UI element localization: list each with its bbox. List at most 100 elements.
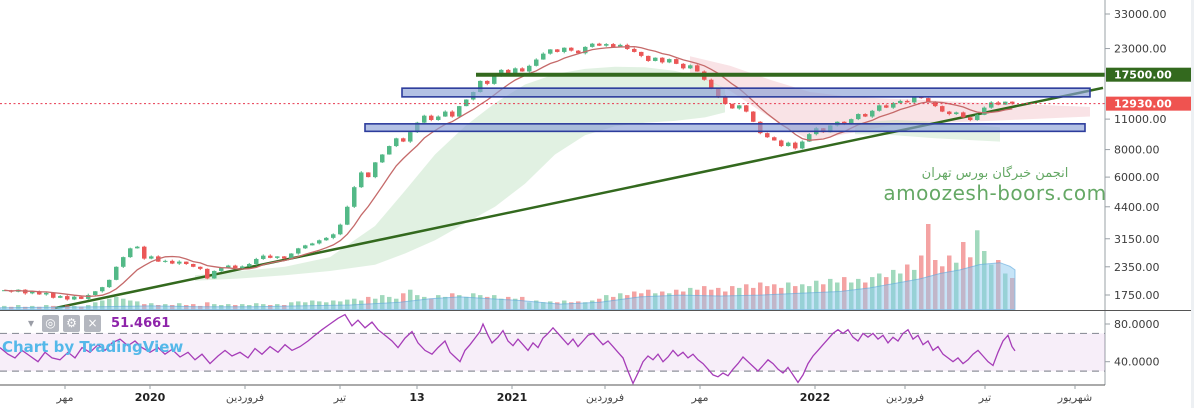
candle-body [30, 291, 35, 294]
candle-body [317, 240, 322, 244]
candle-body [891, 103, 896, 108]
candle-body [933, 101, 938, 107]
candle-body [681, 63, 686, 69]
volume-bar [310, 300, 315, 310]
candle-body [898, 100, 903, 104]
candle-body [968, 117, 973, 120]
candle-body [226, 265, 231, 269]
candle-body [142, 246, 147, 259]
gear-icon[interactable]: ⚙ [63, 314, 81, 332]
candle-body [261, 255, 266, 259]
candle-body [184, 261, 189, 264]
candle-body [793, 142, 798, 149]
volume-ma-area [0, 262, 1016, 310]
candle-body [37, 291, 42, 295]
resistance-price-label-text: 17500.00 [1114, 69, 1172, 82]
candle-body [331, 234, 336, 238]
candle-body [562, 47, 567, 52]
price-tick-label: 1750.00 [1114, 289, 1160, 302]
candle-body [667, 59, 672, 63]
resistance-price-label [1106, 67, 1191, 82]
price-zone[interactable] [364, 123, 1086, 133]
volume-bar [205, 302, 210, 310]
right-edge-strip [1191, 0, 1194, 408]
close-icon[interactable]: × [84, 314, 102, 332]
candle-body [44, 292, 49, 295]
candle-body [170, 260, 175, 264]
candle-body [338, 224, 343, 235]
indicator-value: 51.4661 [111, 315, 171, 331]
candle-body [912, 96, 917, 103]
candle-body [366, 172, 371, 178]
candle-body [506, 69, 511, 74]
candle-body [345, 206, 350, 225]
candle-body [926, 98, 931, 102]
candle-body [380, 154, 385, 163]
candle-body [583, 46, 588, 54]
tradingview-credit-link[interactable]: Chart by TradingView [2, 338, 184, 356]
time-tick-label: فروردین [226, 391, 264, 404]
candle-body [100, 287, 105, 292]
candle-body [205, 268, 210, 279]
ichimoku-cloud [195, 66, 725, 281]
volume-bar [135, 301, 140, 310]
candle-body [730, 103, 735, 109]
candle-body [744, 105, 749, 112]
candle-body [247, 263, 252, 267]
price-tick-label: 11000.00 [1114, 113, 1167, 126]
volume-bar [107, 298, 112, 310]
volume-bar [352, 298, 357, 310]
candle-body [884, 105, 889, 108]
candle-body [135, 246, 140, 249]
candle-body [485, 80, 490, 84]
volume-bar [121, 298, 126, 310]
candle-body [660, 57, 665, 63]
chevron-down-icon[interactable]: ▾ [28, 316, 35, 330]
candle-body [121, 257, 126, 267]
candle-body [79, 296, 84, 299]
candle-body [1003, 101, 1008, 105]
candle-body [233, 265, 238, 269]
price-zone[interactable] [401, 87, 1091, 98]
volume-bar [93, 302, 98, 310]
volume-bar [128, 300, 133, 310]
candle-body [464, 99, 469, 107]
candle-body [219, 268, 224, 271]
volume-bar [100, 300, 105, 310]
candle-body [373, 162, 378, 178]
candle-body [93, 291, 98, 295]
candle-body [352, 187, 357, 207]
candle-body [422, 115, 427, 123]
candle-body [534, 59, 539, 66]
price-tick-label: 4400.00 [1114, 201, 1160, 214]
eye-icon[interactable]: ◎ [42, 314, 60, 332]
current-price-label [1106, 96, 1191, 111]
indicator-header: ▾ ◎ ⚙ × 51.4661 [28, 314, 170, 332]
candle-body [212, 270, 217, 279]
volume-bar [408, 289, 413, 310]
candle-body [177, 261, 182, 264]
candle-body [674, 59, 679, 64]
candle-body [618, 44, 623, 48]
candle-body [548, 49, 553, 54]
candle-body [275, 256, 280, 258]
candle-body [401, 138, 406, 142]
rsi-line [0, 313, 1016, 386]
candle-body [443, 111, 448, 117]
candle-body [282, 256, 287, 259]
candle-body [723, 96, 728, 104]
candle-body [114, 266, 119, 280]
volume-bar [380, 295, 385, 310]
candle-body [324, 237, 329, 241]
candle-body [695, 65, 700, 72]
candle-body [604, 44, 609, 46]
candle-body [359, 172, 364, 188]
candle-body [1010, 101, 1015, 104]
volume-bar [401, 293, 406, 310]
candle-body [457, 106, 462, 117]
candle-body [807, 134, 812, 142]
candle-body [450, 111, 455, 117]
candle-body [268, 255, 273, 258]
time-tick-label: 13 [409, 391, 424, 404]
